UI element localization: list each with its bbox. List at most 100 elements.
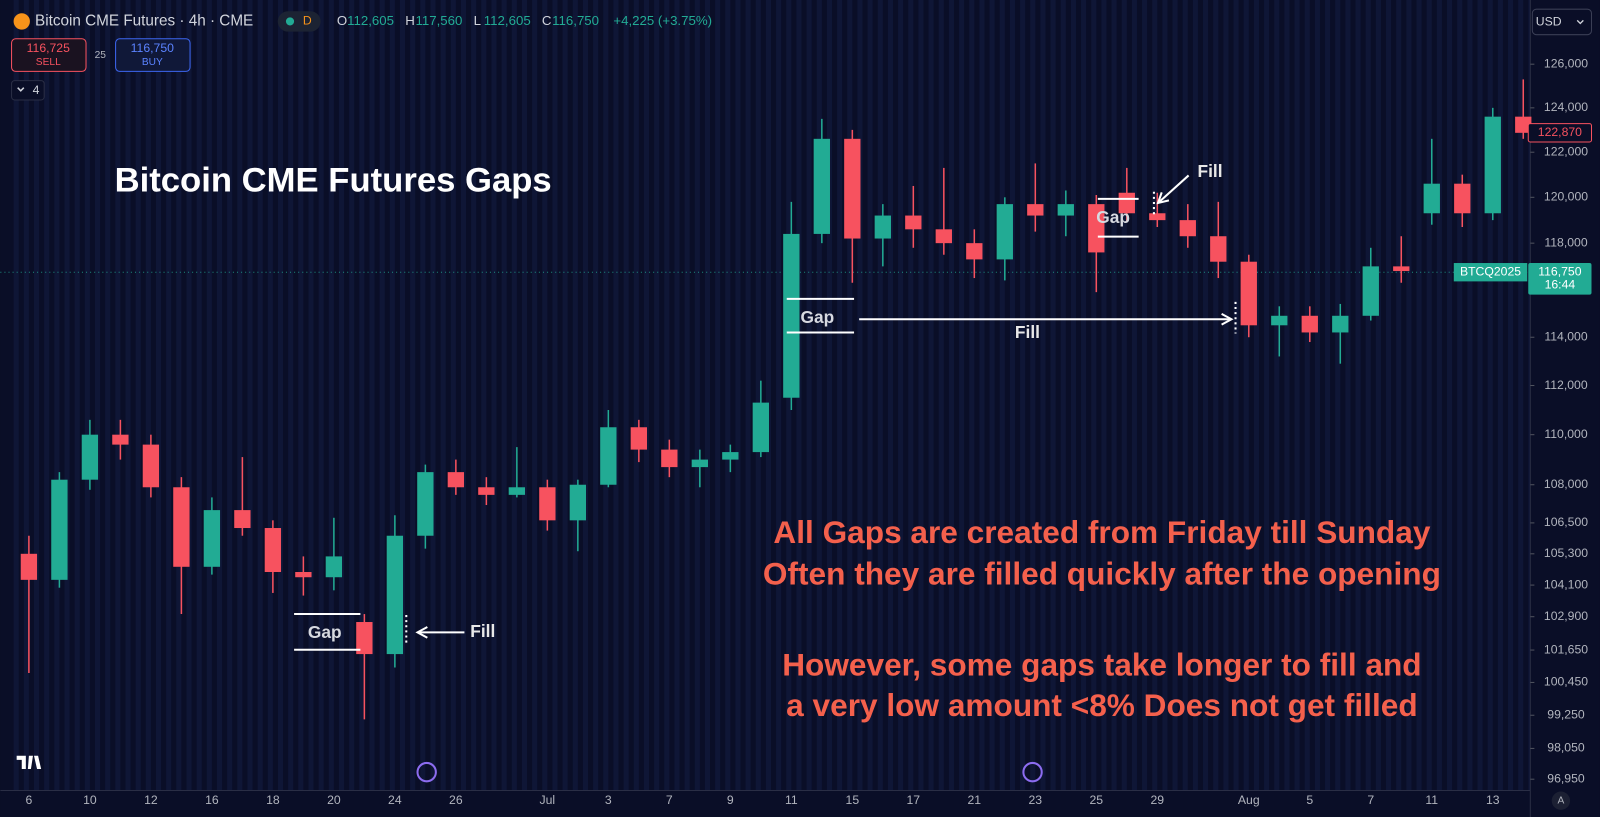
candle-body xyxy=(1149,213,1166,221)
sell-label: SELL xyxy=(36,57,61,68)
x-tick-label: 11 xyxy=(785,793,798,807)
session-stripe xyxy=(318,0,324,791)
event-icon[interactable] xyxy=(416,761,437,783)
session-stripe xyxy=(84,0,90,791)
session-stripe xyxy=(308,0,314,791)
session-stripe xyxy=(125,0,131,791)
candle-body xyxy=(1057,204,1074,216)
last-price-label: 122,870 xyxy=(1538,125,1582,139)
scale-button[interactable] xyxy=(1551,791,1571,810)
session-stripe xyxy=(1314,0,1320,791)
candle-body xyxy=(234,510,251,529)
session-stripe xyxy=(369,0,375,791)
sell-button[interactable] xyxy=(11,38,87,72)
x-tick-label: 3 xyxy=(605,793,612,807)
y-tick-label: 112,000 xyxy=(1544,378,1587,392)
session-stripe xyxy=(1375,0,1381,791)
session-stripe xyxy=(938,0,944,791)
y-tick-label: 98,050 xyxy=(1547,741,1585,755)
candle-body xyxy=(1271,315,1288,326)
candle-body xyxy=(1423,183,1440,214)
session-stripe xyxy=(1020,0,1026,791)
candle-body xyxy=(295,572,312,578)
annotation: Fill xyxy=(1198,161,1223,181)
session-stripe xyxy=(765,0,771,791)
candle-body xyxy=(142,444,160,488)
session-stripe xyxy=(460,0,467,791)
candle-body xyxy=(1088,204,1105,253)
session-stripe xyxy=(684,0,690,791)
session-stripe xyxy=(1304,0,1310,791)
session-stripe xyxy=(1131,0,1137,791)
session-stripe xyxy=(572,0,578,791)
session-stripe xyxy=(1192,0,1198,791)
session-stripe xyxy=(1101,0,1107,791)
contract-price-label: 116,750 xyxy=(1538,264,1581,278)
arrow-head xyxy=(415,626,428,639)
session-stripe xyxy=(1345,0,1351,791)
session-stripe xyxy=(1365,0,1371,791)
session-stripe xyxy=(216,0,223,791)
ohlc-value: 117,560 xyxy=(415,13,462,28)
session-stripe xyxy=(155,0,162,791)
session-stripe xyxy=(1406,0,1412,791)
session-stripe xyxy=(521,0,528,791)
chevron xyxy=(1576,19,1584,25)
session-stripe xyxy=(1050,0,1056,791)
session-stripe xyxy=(1467,0,1473,791)
session-stripe xyxy=(237,0,243,791)
layers-button[interactable] xyxy=(11,80,45,101)
x-tick-label: 16 xyxy=(205,793,219,807)
session-stripe xyxy=(999,0,1005,791)
candle-body xyxy=(51,479,68,580)
candle-body xyxy=(1210,236,1227,262)
session-stripe xyxy=(1274,0,1280,791)
y-tick-label: 106,500 xyxy=(1544,515,1588,529)
session-stripe xyxy=(1213,0,1219,791)
arrow-head xyxy=(1156,192,1170,205)
session-stripe xyxy=(704,0,711,791)
session-stripe xyxy=(582,0,589,791)
annotation: Gap xyxy=(800,307,834,327)
candle-body xyxy=(417,472,434,536)
y-tick-label: 126,000 xyxy=(1544,56,1588,70)
session-stripe xyxy=(288,0,294,791)
ohlc-key: L xyxy=(474,13,481,28)
session-stripe xyxy=(1325,0,1331,791)
currency-button[interactable] xyxy=(1531,8,1593,36)
x-tick-label: 29 xyxy=(1151,793,1165,807)
session-stripe xyxy=(1060,0,1066,791)
x-tick-label: 25 xyxy=(1090,793,1104,807)
session-stripe xyxy=(725,0,731,791)
session-stripe xyxy=(1436,0,1442,791)
session-stripe xyxy=(54,0,60,791)
session-stripe xyxy=(1030,0,1036,791)
session-stripe xyxy=(959,0,965,791)
buy-button[interactable] xyxy=(115,38,191,72)
session-stripe xyxy=(105,0,111,791)
session-stripe xyxy=(389,0,395,791)
session-stripe xyxy=(33,0,40,791)
countdown: 16:44 xyxy=(1545,278,1576,292)
session-stripe xyxy=(643,0,650,791)
session-stripe xyxy=(227,0,233,791)
session-stripe xyxy=(674,0,680,791)
x-tick-label: 6 xyxy=(26,793,33,807)
session-stripe xyxy=(145,0,151,791)
x-tick-label: Aug xyxy=(1238,793,1260,807)
ohlc-key: H xyxy=(405,13,415,28)
symbol-icon xyxy=(13,13,30,30)
y-tick-label: 108,000 xyxy=(1544,477,1588,491)
x-tick-label: Jul xyxy=(540,793,556,807)
session-background xyxy=(13,0,1534,791)
candle-body xyxy=(1362,266,1379,316)
chart-title: Bitcoin CME Futures Gaps xyxy=(115,162,552,200)
annotation: Fill xyxy=(1015,322,1040,342)
session-stripe xyxy=(247,0,253,791)
event-icon[interactable] xyxy=(1022,761,1043,783)
session-stripe xyxy=(633,0,639,791)
session-stripe xyxy=(115,0,121,791)
session-stripe xyxy=(511,0,517,791)
